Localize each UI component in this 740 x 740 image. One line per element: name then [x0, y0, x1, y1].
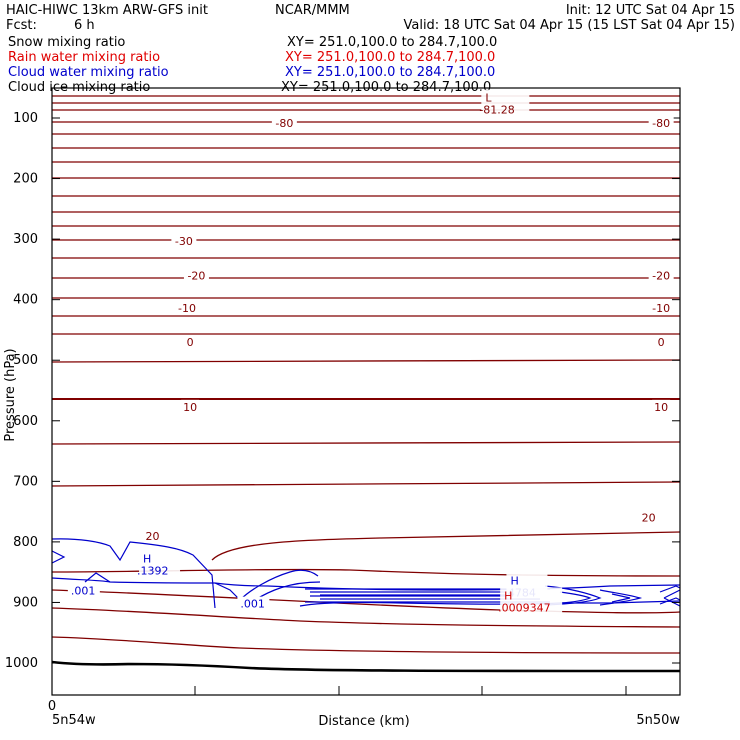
- extremum-marker: L: [485, 92, 492, 105]
- extremum-marker: H: [504, 589, 512, 602]
- y-tick-label: 600: [13, 414, 38, 429]
- x-endpoint-right: 5n50w: [636, 713, 680, 728]
- isotherm-label: 20: [642, 512, 656, 525]
- field-label-cloud-water: Cloud water mixing ratio: [8, 65, 169, 80]
- cloud-water-contour: [214, 582, 241, 601]
- cloud-water-contour: [659, 585, 680, 605]
- label-knockout: [648, 268, 674, 282]
- x-tick-label-start-point: 0: [48, 699, 56, 714]
- cloud-water-contour: [214, 582, 269, 587]
- temperature-contours: [52, 95, 680, 654]
- center-name: NCAR/MMM: [275, 3, 350, 18]
- fcst-value: 6 h: [74, 18, 95, 33]
- isotherm-labels: -80 -80 -30 -20 -20 -10 -10 0 0 10 10 20 20: [143, 115, 674, 543]
- fcst-label: Fcst:: [6, 18, 37, 33]
- isotherm-label: 0: [187, 336, 194, 349]
- field-label-rain: Rain water mixing ratio: [8, 50, 160, 65]
- label-knockout: [652, 399, 671, 413]
- isotherm-label: -10: [652, 302, 670, 315]
- label-knockout: [183, 268, 209, 282]
- isotherm-line: [52, 481, 680, 487]
- isotherm-line: [52, 607, 680, 628]
- x-axis-title: Distance (km): [318, 714, 409, 729]
- cloud-water-labels: .001 .001: [67, 583, 270, 611]
- cloud-water-label: .001: [240, 598, 265, 611]
- isotherm-label: 20: [145, 530, 159, 543]
- y-tick-label: 300: [13, 232, 38, 247]
- extremum-value: .0009347: [498, 601, 551, 614]
- y-tick-label: 400: [13, 293, 38, 308]
- cloud-water-contour: [239, 569, 319, 601]
- label-knockout: [237, 596, 270, 610]
- field-xy-cloud-water: XY= 251.0,100.0 to 284.7,100.0: [285, 65, 495, 80]
- model-title: HAIC-HIWC 13km ARW-GFS init: [6, 3, 208, 18]
- isotherm-label: -80: [275, 117, 293, 130]
- cloud-water-contour: [663, 589, 680, 607]
- isotherm-label: -80: [652, 117, 670, 130]
- label-knockout: [181, 399, 200, 413]
- isotherm-label: -10: [178, 302, 196, 315]
- x-axis: [194, 686, 627, 695]
- plot-frame: [51, 87, 681, 696]
- extremum-marker: H: [143, 553, 151, 566]
- cloud-water-contour: [559, 591, 592, 604]
- y-tick-label: 800: [13, 535, 38, 550]
- cloud-water-contour: [544, 585, 602, 606]
- cloud-water-contour: [310, 591, 530, 597]
- valid-time: Valid: 18 UTC Sat 04 Apr 15 (15 LST Sat …: [403, 18, 735, 33]
- label-knockout: [500, 587, 563, 614]
- label-knockout: [648, 301, 674, 315]
- field-xy-snow: XY= 251.0,100.0 to 284.7,100.0: [287, 35, 497, 50]
- y-tick-label: 200: [13, 172, 38, 187]
- field-xy-rain: XY= 251.0,100.0 to 284.7,100.0: [285, 50, 495, 65]
- extremum-value: -81.28: [479, 104, 514, 117]
- label-knockout: [174, 301, 200, 315]
- y-axis-title: Pressure (hPa): [3, 348, 18, 441]
- cloud-water-contour: [84, 572, 111, 583]
- label-knockout: [67, 583, 100, 597]
- label-knockout: [655, 335, 667, 349]
- isotherm-line: [52, 589, 680, 614]
- cloud-water-contour: [599, 589, 643, 606]
- cloud-water-contours: [52, 538, 680, 609]
- cloud-water-contour: [267, 584, 680, 591]
- isotherm-label: 0: [658, 336, 665, 349]
- extremum-marker: H: [510, 574, 518, 587]
- label-knockout: [143, 528, 162, 542]
- y-tick-label: 100: [13, 111, 38, 126]
- isotherm-label: -20: [652, 269, 670, 282]
- cloud-water-label: .001: [71, 584, 96, 597]
- extremum-value: .1392: [137, 565, 169, 578]
- label-knockout: [171, 233, 197, 247]
- cloud-water-contour: [52, 577, 216, 584]
- terrain-line: [52, 660, 680, 673]
- cloud-water-contour: [52, 538, 216, 609]
- label-knockout: [481, 89, 530, 116]
- cloud-water-contour: [611, 593, 631, 603]
- y-tick-label: 1000: [5, 656, 38, 671]
- cloud-water-contour: [52, 550, 66, 564]
- y-tick-label: 500: [13, 353, 38, 368]
- isotherm-line: [211, 531, 680, 561]
- label-knockout: [271, 115, 297, 129]
- y-tick-label: 700: [13, 474, 38, 489]
- isotherm-label: -20: [187, 269, 205, 282]
- isotherm-line: [52, 359, 680, 363]
- isotherm-label: -30: [175, 235, 193, 248]
- isotherm-label: 10: [654, 401, 668, 414]
- label-knockout: [184, 335, 196, 349]
- y-tick-label: 900: [13, 595, 38, 610]
- init-time: Init: 12 UTC Sat 04 Apr 15: [566, 3, 735, 18]
- label-knockout: [139, 550, 181, 577]
- x-endpoint-left: 5n54w: [52, 713, 96, 728]
- isotherm-line: [52, 636, 680, 654]
- label-knockout: [648, 115, 674, 129]
- label-knockout: [639, 510, 658, 524]
- isotherm-line: [52, 441, 680, 445]
- isotherm-label: 10: [183, 401, 197, 414]
- field-label-snow: Snow mixing ratio: [8, 35, 125, 50]
